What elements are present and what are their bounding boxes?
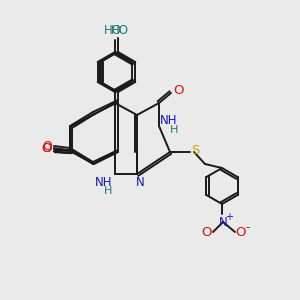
Text: S: S: [191, 145, 199, 158]
Text: H: H: [104, 186, 112, 196]
Text: O: O: [174, 83, 184, 97]
Text: NH: NH: [95, 176, 113, 190]
Text: HO: HO: [104, 25, 122, 38]
Text: N: N: [136, 176, 144, 190]
Text: O: O: [42, 142, 52, 155]
Text: O: O: [201, 226, 211, 238]
Text: O: O: [42, 142, 52, 155]
Text: N: N: [219, 215, 227, 229]
Text: -: -: [246, 221, 250, 235]
Text: NH: NH: [160, 115, 178, 128]
Text: H: H: [170, 125, 178, 135]
Text: O: O: [42, 140, 52, 152]
Text: O: O: [236, 226, 246, 238]
Text: +: +: [225, 212, 233, 222]
Text: HO: HO: [111, 23, 129, 37]
